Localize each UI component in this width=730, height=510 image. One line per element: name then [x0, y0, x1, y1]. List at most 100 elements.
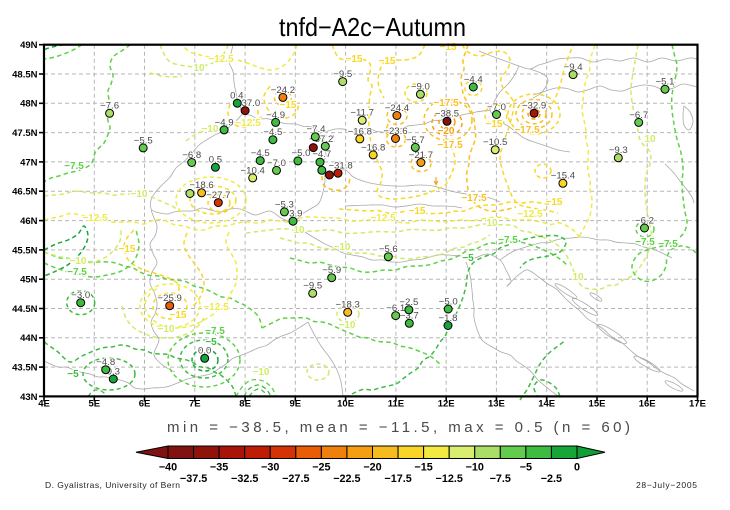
svg-text:17E: 17E: [689, 399, 706, 410]
svg-text:9E: 9E: [289, 399, 301, 410]
svg-text:−4.8: −4.8: [96, 357, 115, 368]
svg-text:−27.5: −27.5: [282, 473, 309, 485]
svg-text:−20: −20: [363, 462, 381, 474]
svg-text:−32.9: −32.9: [522, 101, 546, 112]
svg-text:−4.9: −4.9: [266, 110, 285, 121]
svg-text:−10: −10: [339, 320, 356, 331]
svg-text:−25.9: −25.9: [158, 293, 182, 304]
svg-text:−9.5: −9.5: [333, 69, 352, 80]
svg-text:−3.7: −3.7: [400, 311, 419, 322]
svg-text:−10: −10: [334, 242, 351, 253]
svg-text:−5: −5: [67, 369, 79, 380]
svg-text:−11.7: −11.7: [350, 108, 374, 119]
svg-text:−10: −10: [131, 189, 148, 200]
svg-text:10: 10: [572, 272, 584, 283]
svg-text:43.5N: 43.5N: [12, 363, 37, 374]
svg-text:−40: −40: [159, 462, 177, 474]
svg-text:−15: −15: [409, 206, 426, 217]
svg-text:−4.5: −4.5: [263, 127, 282, 138]
svg-text:−3.0: −3.0: [71, 290, 90, 301]
svg-text:−5.5: −5.5: [134, 135, 153, 146]
svg-text:−15: −15: [119, 244, 136, 255]
svg-text:10E: 10E: [337, 399, 354, 410]
svg-text:−9.4: −9.4: [564, 62, 584, 73]
svg-text:−15: −15: [546, 197, 563, 208]
svg-text:16E: 16E: [639, 399, 656, 410]
svg-text:14E: 14E: [538, 399, 555, 410]
svg-text:6E: 6E: [139, 399, 151, 410]
svg-text:46.5N: 46.5N: [12, 187, 37, 198]
svg-text:−5.6: −5.6: [379, 244, 398, 255]
svg-text:−21.7: −21.7: [409, 150, 433, 161]
svg-text:−4.4: −4.4: [464, 74, 484, 85]
svg-text:−30: −30: [261, 462, 279, 474]
svg-text:−12.5: −12.5: [370, 213, 396, 224]
svg-text:44.5N: 44.5N: [12, 304, 37, 315]
svg-text:−10.4: −10.4: [241, 165, 266, 176]
svg-text:−7.5: −7.5: [490, 473, 511, 485]
svg-text:−7.5: −7.5: [658, 239, 678, 250]
svg-text:−7.5: −7.5: [205, 326, 225, 337]
svg-text:−15: −15: [170, 310, 187, 321]
svg-text:−9.3: −9.3: [609, 145, 628, 156]
svg-text:−22.5: −22.5: [333, 473, 360, 485]
svg-text:−10: −10: [158, 324, 175, 335]
svg-text:−7.0: −7.0: [267, 158, 286, 169]
svg-text:−10: −10: [253, 367, 270, 378]
svg-text:−6.8: −6.8: [182, 150, 201, 161]
svg-text:10: 10: [193, 63, 205, 74]
svg-text:−5: −5: [520, 462, 532, 474]
svg-text:10: 10: [293, 225, 305, 236]
svg-text:0: 0: [574, 462, 580, 474]
svg-text:10: 10: [644, 134, 656, 145]
svg-text:−5: −5: [462, 253, 474, 264]
svg-text:−2.5: −2.5: [399, 297, 418, 308]
svg-text:−31.8: −31.8: [328, 161, 352, 172]
svg-text:−1.8: −1.8: [439, 313, 458, 324]
svg-text:−17.5: −17.5: [437, 140, 463, 151]
svg-text:−7.5: −7.5: [67, 267, 87, 278]
svg-text:−10: −10: [202, 124, 219, 135]
svg-text:−10: −10: [466, 462, 484, 474]
svg-text:−6.2: −6.2: [635, 215, 654, 226]
svg-text:−5.1: −5.1: [656, 77, 675, 88]
svg-text:8E: 8E: [239, 399, 251, 410]
svg-text:49N: 49N: [20, 40, 38, 51]
svg-text:−12.5: −12.5: [203, 302, 229, 313]
svg-text:−17.5: −17.5: [384, 473, 411, 485]
svg-text:−17.5: −17.5: [461, 193, 487, 204]
svg-text:−6.7: −6.7: [629, 110, 648, 121]
svg-text:−35: −35: [210, 462, 228, 474]
svg-text:−15: −15: [280, 100, 297, 111]
svg-text:−2.5: −2.5: [541, 473, 562, 485]
svg-text:−16.8: −16.8: [361, 142, 385, 153]
svg-text:46N: 46N: [20, 216, 38, 227]
svg-text:−37.0: −37.0: [236, 98, 260, 109]
svg-text:−5.7: −5.7: [406, 135, 425, 146]
svg-text:−15: −15: [379, 56, 396, 67]
svg-text:48.5N: 48.5N: [12, 69, 37, 80]
svg-text:tnfd−A2c−Autumn: tnfd−A2c−Autumn: [279, 12, 466, 42]
svg-text:−12.5: −12.5: [82, 213, 108, 224]
svg-text:−16.8: −16.8: [348, 126, 372, 137]
svg-text:12E: 12E: [438, 399, 455, 410]
svg-text:13E: 13E: [488, 399, 505, 410]
svg-text:−15: −15: [486, 119, 503, 130]
svg-text:44N: 44N: [20, 333, 38, 344]
svg-text:D. Gyalistras, University of B: D. Gyalistras, University of Bern: [45, 480, 180, 490]
svg-text:−7.5: −7.5: [64, 161, 84, 172]
svg-text:−10.5: −10.5: [483, 137, 507, 148]
svg-text:−5.0: −5.0: [439, 296, 458, 307]
svg-text:−7.2: −7.2: [316, 134, 335, 145]
svg-text:−7.5: −7.5: [635, 237, 655, 248]
svg-text:−12.5: −12.5: [517, 209, 543, 220]
svg-text:45N: 45N: [20, 275, 38, 286]
svg-text:0.5: 0.5: [209, 155, 222, 166]
svg-text:−4.9: −4.9: [215, 117, 234, 128]
svg-text:−12.5: −12.5: [208, 54, 234, 65]
svg-text:−5.3: −5.3: [275, 199, 294, 210]
svg-text:43N: 43N: [20, 392, 38, 403]
svg-text:−18.6: −18.6: [189, 180, 213, 191]
svg-text:45.5N: 45.5N: [12, 245, 37, 256]
svg-text:−24.4: −24.4: [385, 103, 410, 114]
